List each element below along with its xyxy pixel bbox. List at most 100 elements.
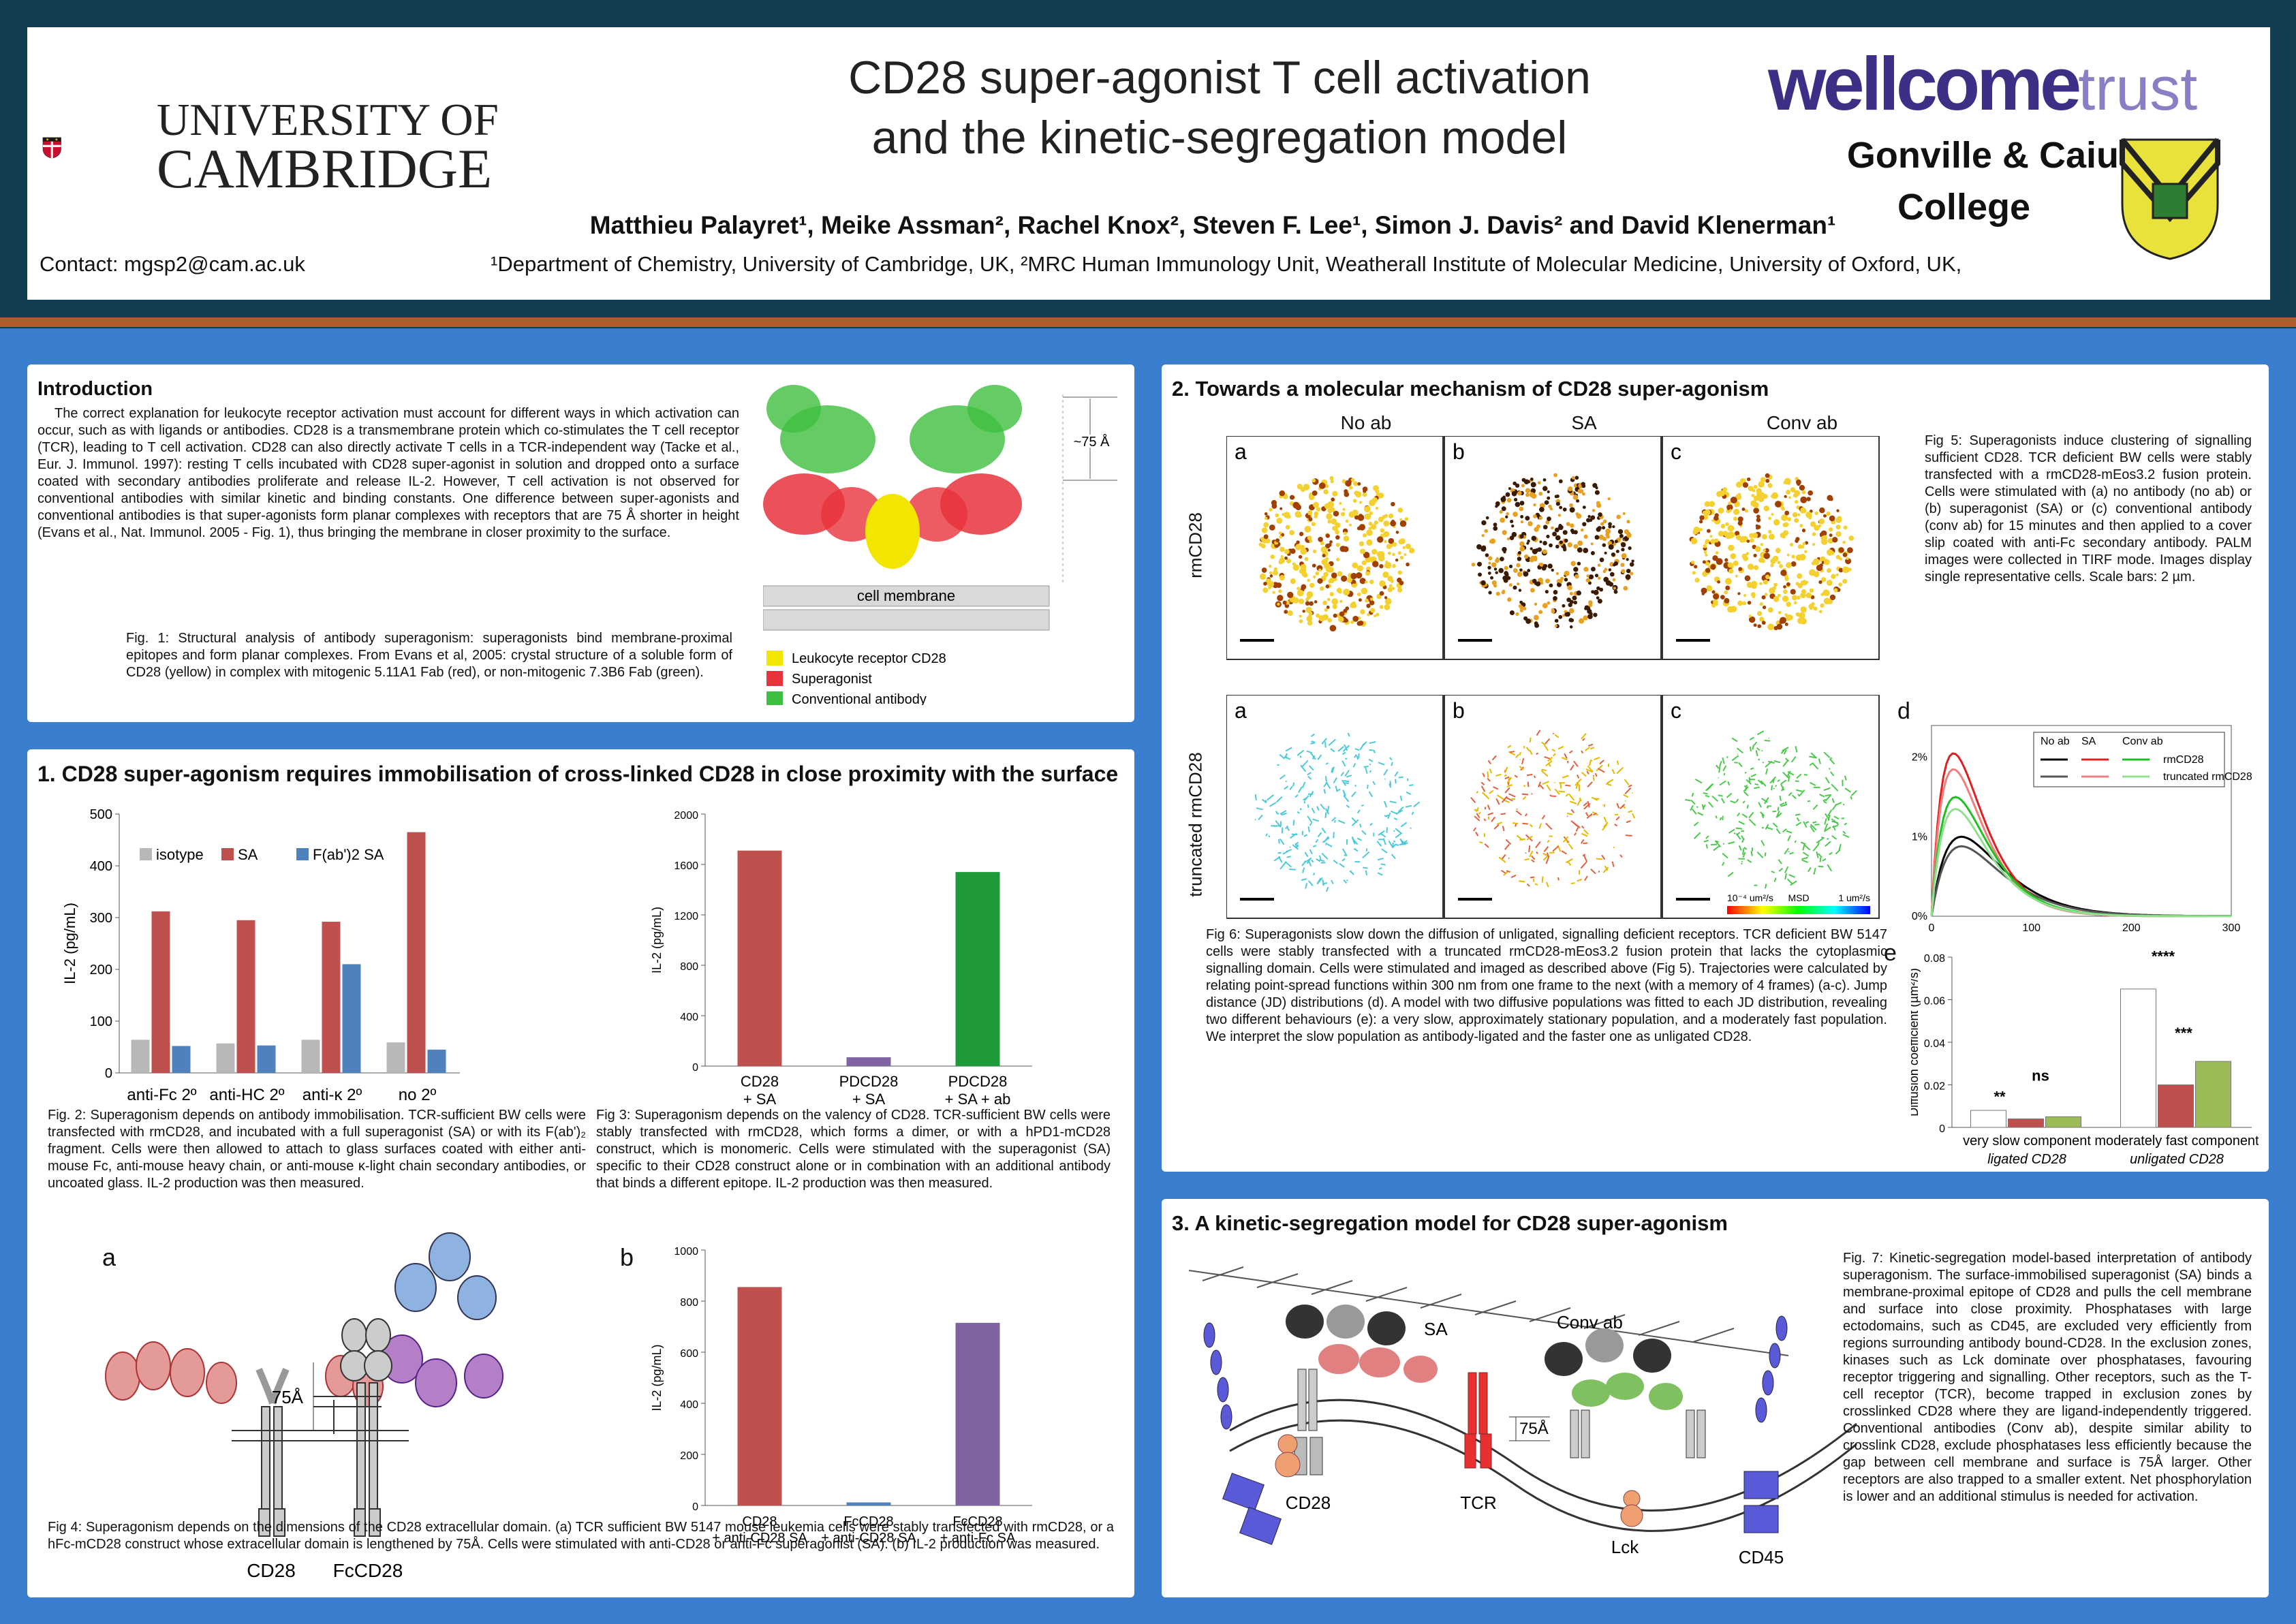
y-tick-label: 100 [90,1014,112,1029]
category-label: anti-κ 2º [302,1086,362,1104]
bar [1970,1110,2006,1128]
y-axis-label: IL-2 (pg/mL) [61,903,78,984]
x-tick-label: 0 [1929,922,1935,934]
cambridge-crest-icon [42,137,61,159]
category-label: + anti-Fc SA [940,1531,1016,1546]
fig7-conv-label: Conv ab [1557,1312,1623,1332]
y-tick-label: 0.04 [1924,1038,1945,1050]
fig7-caption: Fig. 7: Kinetic-segregation model-based … [1843,1251,2252,1504]
legend-row-label: truncated rmCD28 [2163,771,2252,783]
y-tick-label: 500 [90,807,112,822]
fig7-cd28-right [1570,1409,1706,1458]
bar [172,1046,191,1073]
fig7-sa-label: SA [1424,1319,1448,1339]
poster-header: UNIVERSITY OF CAMBRIDGE CD28 super-agoni… [27,27,2270,300]
bar [846,1057,891,1066]
affiliations: ¹Department of Chemistry, University of … [491,252,1962,276]
y-tick-label: 0 [692,1501,698,1513]
bar [2045,1116,2081,1128]
y-tick-label: 600 [680,1348,698,1360]
section3-heading: 3. A kinetic-segregation model for CD28 … [1172,1211,1728,1235]
category-label: very slow component [1963,1134,2091,1149]
msd-label: MSD [1788,892,1809,903]
legend-label: F(ab')2 SA [313,846,384,863]
legend-header: SA [2081,736,2096,747]
bar [386,1042,405,1073]
y-tick-label: 400 [90,859,112,874]
fig7-cd28-left [1294,1369,1323,1475]
panel-letter: b [1453,439,1465,464]
caius-line1: Gonville & Caius [1846,135,2139,176]
fig4a-conv-blue [394,1232,497,1320]
fig4a-cd28-label: CD28 [247,1560,296,1581]
fig4a-75a-label: 75Å [272,1387,304,1407]
y-tick-label: 800 [680,961,698,973]
fig4b-chart: 0 200 400 600 800 1000 IL-2 (pg/mL) CD28 + anti-… [650,1246,1032,1546]
bar [301,1040,320,1073]
y-tick-label: 1% [1912,831,1927,843]
category-label: + SA [743,1091,777,1108]
fig4a-conv-purple [381,1334,503,1407]
legend-swatch [221,848,234,860]
bar [955,872,1000,1066]
bar [427,1049,446,1073]
fig7-surface [1189,1266,1789,1356]
fig5-caption: Fig 5: Superagonists induce clustering o… [1925,433,2252,584]
y-tick-label: 400 [680,1399,698,1411]
y-tick-label: 2% [1912,752,1927,764]
section2-heading: 2. Towards a molecular mechanism of CD28… [1172,377,1769,401]
category-label: CD28 [742,1514,777,1529]
y-axis-label: IL-2 (pg/mL) [650,1344,664,1411]
section3-panel: 3. A kinetic-segregation model for CD28 … [1162,1199,2269,1597]
fig1-caption: Fig. 1: Structural analysis of antibody … [126,630,732,681]
fig7-lck-right [1620,1490,1643,1527]
legend-conv: Conventional antibody [792,692,927,705]
category-label: moderately fast component [2094,1134,2259,1149]
fig7-tcr [1464,1372,1492,1469]
fig3-caption: Fig 3: Superagonism depends on the valen… [596,1108,1111,1191]
fig2-chart: 0 100 200 300 400 500 IL-2 (pg/mL) anti-Fc 2º an… [61,807,460,1104]
section2-panel: 2. Towards a molecular mechanism of CD28… [1162,364,2269,1172]
poster-title: CD28 super-agonist T cell activation and… [640,48,1799,168]
svg-text:~75 Å: ~75 Å [1074,434,1110,450]
palm-images-rmcd28: a b c [1226,436,1880,660]
bar [2008,1119,2044,1128]
category-label: PDCD28 [839,1073,899,1090]
y-tick-label: 1200 [674,911,698,922]
category-label: + SA [852,1091,886,1108]
wellcome-logo: wellcometrust [1768,41,2197,127]
y-tick-label: 0 [1939,1123,1945,1135]
col-label-noab: No ab [1340,412,1392,433]
msd-max-label: 1 um²/s [1838,892,1870,903]
bar [955,1322,1000,1505]
intro-body: The correct explanation for leukocyte re… [37,406,739,540]
cambridge-line2: CAMBRIDGE [157,138,493,200]
header-stripe [0,317,2296,327]
bar [257,1045,276,1073]
category-label: FcCD28 [843,1514,893,1529]
y-axis-label: Diffusion coefficient (µm²/s) [1911,968,1921,1116]
bar [2158,1084,2194,1128]
category-label: CD28 [741,1073,779,1090]
fig6e-letter: e [1884,940,1897,966]
category-label: anti-HC 2º [209,1086,284,1104]
x-tick-label: 300 [2222,922,2241,934]
y-tick-label: 200 [90,963,112,978]
legend-sa: Superagonist [792,672,872,687]
legend-swatch [296,848,309,860]
fig7-diagram: SA Conv ab 75Å CD28 TCR Lck CD45 [1189,1266,1857,1567]
palm-localisations [1689,473,1855,631]
bar [737,850,782,1066]
title-line1: CD28 super-agonist T cell activation [848,52,1591,104]
fig1-structure: cell membrane ~75 Å ~75 Å Leukocyte rece… [763,385,1117,705]
fig1-dim-label: ~75 Å [1074,434,1110,450]
bar [2120,988,2156,1128]
category-label: FcCD28 [952,1514,1002,1529]
significance-label: ** [1994,1089,2006,1106]
panel-letter: b [1453,698,1465,723]
legend-label: SA [238,846,258,863]
fig4a-fccd28-label: FcCD28 [333,1560,403,1581]
bar [342,964,361,1073]
y-tick-label: 200 [680,1450,698,1462]
category-label: + anti-CD28 SA [821,1531,916,1546]
